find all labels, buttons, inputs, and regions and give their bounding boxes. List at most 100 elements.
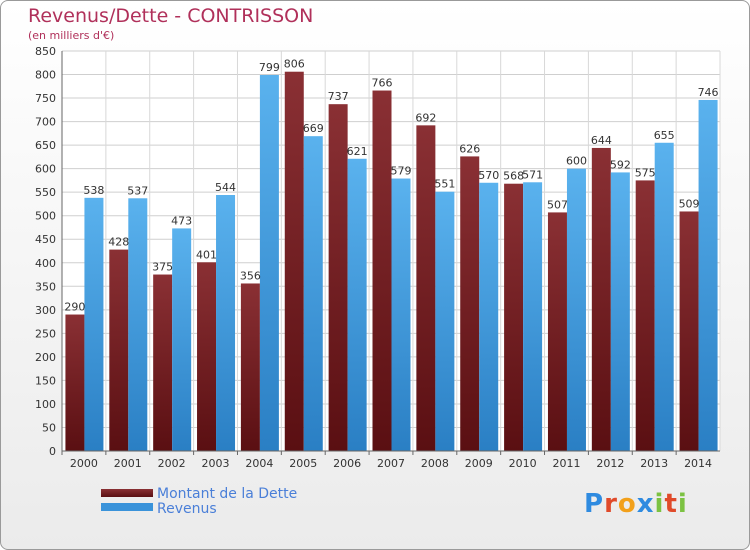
bar-revenus — [654, 142, 674, 451]
y-tick-label: 150 — [35, 374, 56, 387]
y-tick-label: 50 — [42, 421, 56, 434]
bar-dette — [284, 71, 304, 452]
data-label-revenus: 655 — [654, 129, 675, 142]
bar-dette — [416, 125, 436, 452]
data-label-revenus: 579 — [391, 165, 412, 178]
data-label-dette: 290 — [64, 301, 85, 314]
bar-dette — [460, 156, 480, 452]
data-label-revenus: 544 — [215, 181, 236, 194]
bar-revenus — [610, 172, 630, 452]
data-label-dette: 575 — [635, 166, 656, 179]
bar-dette — [547, 212, 567, 451]
bar-revenus — [128, 198, 148, 451]
data-label-revenus: 799 — [259, 61, 280, 74]
data-label-revenus: 538 — [83, 184, 104, 197]
data-label-revenus: 537 — [127, 184, 148, 197]
legend-label-revenus: Revenus — [157, 501, 217, 517]
y-tick-label: 0 — [49, 445, 56, 458]
bar-revenus — [259, 75, 279, 451]
data-label-revenus: 621 — [347, 145, 368, 158]
y-tick-label: 800 — [35, 69, 56, 82]
bar-revenus — [303, 136, 323, 452]
data-label-revenus: 473 — [171, 214, 192, 227]
y-tick-label: 100 — [35, 398, 56, 411]
bar-dette — [591, 147, 611, 452]
data-label-revenus: 746 — [698, 86, 719, 99]
bar-revenus — [84, 197, 104, 451]
y-tick-label: 750 — [35, 92, 56, 105]
data-label-dette: 568 — [503, 170, 524, 183]
y-tick-label: 350 — [35, 280, 56, 293]
bar-dette — [635, 180, 655, 452]
data-label-revenus: 570 — [478, 169, 499, 182]
y-tick-label: 700 — [35, 116, 56, 129]
data-label-dette: 737 — [328, 90, 349, 103]
chart-subtitle: (en milliers d'€) — [28, 29, 115, 42]
data-label-dette: 356 — [240, 269, 261, 282]
x-tick-label: 2005 — [289, 457, 317, 470]
proxiti-logo: Proxiti — [584, 489, 688, 519]
x-tick-label: 2000 — [70, 457, 98, 470]
y-tick-label: 450 — [35, 233, 56, 246]
data-label-dette: 428 — [108, 236, 129, 249]
data-label-dette: 509 — [679, 197, 700, 210]
data-label-dette: 401 — [196, 248, 217, 261]
data-label-revenus: 600 — [566, 155, 587, 168]
bar-dette — [240, 283, 260, 451]
data-label-dette: 644 — [591, 134, 612, 147]
legend-label-dette: Montant de la Dette — [157, 486, 298, 502]
x-tick-label: 2013 — [640, 457, 668, 470]
bar-revenus — [435, 191, 455, 452]
x-tick-label: 2007 — [377, 457, 405, 470]
x-tick-label: 2003 — [202, 457, 230, 470]
chart-title: Revenus/Dette - CONTRISSON — [28, 5, 314, 27]
legend-swatch-revenus — [101, 503, 153, 511]
data-label-revenus: 551 — [434, 178, 455, 191]
bar-dette — [372, 90, 392, 451]
bar-dette — [197, 262, 217, 451]
x-tick-label: 2012 — [596, 457, 624, 470]
data-label-revenus: 571 — [522, 168, 543, 181]
bar-dette — [328, 104, 348, 452]
bar-dette — [153, 274, 173, 451]
y-tick-label: 250 — [35, 327, 56, 340]
y-tick-label: 200 — [35, 351, 56, 364]
x-tick-label: 2002 — [158, 457, 186, 470]
x-tick-label: 2010 — [509, 457, 537, 470]
bar-revenus — [523, 182, 543, 451]
x-tick-label: 2004 — [245, 457, 273, 470]
data-label-dette: 766 — [372, 77, 393, 90]
x-tick-label: 2014 — [684, 457, 712, 470]
bar-revenus — [216, 195, 236, 451]
x-tick-label: 2008 — [421, 457, 449, 470]
bar-revenus — [172, 228, 192, 451]
data-label-dette: 626 — [459, 142, 480, 155]
y-tick-label: 550 — [35, 186, 56, 199]
data-label-revenus: 592 — [610, 158, 631, 171]
legend-swatch-dette — [101, 489, 153, 497]
y-tick-label: 650 — [35, 139, 56, 152]
bar-revenus — [479, 182, 499, 451]
y-tick-label: 850 — [35, 45, 56, 58]
data-label-dette: 507 — [547, 198, 568, 211]
data-label-revenus: 669 — [303, 122, 324, 135]
data-label-dette: 806 — [284, 58, 305, 71]
bar-dette — [109, 249, 129, 451]
data-label-dette: 692 — [415, 111, 436, 124]
data-label-dette: 375 — [152, 261, 173, 274]
bar-dette — [679, 211, 699, 451]
y-tick-label: 300 — [35, 304, 56, 317]
y-tick-label: 500 — [35, 210, 56, 223]
bar-revenus — [566, 168, 586, 451]
bar-dette — [504, 183, 524, 452]
y-tick-label: 600 — [35, 163, 56, 176]
x-tick-label: 2011 — [552, 457, 580, 470]
x-tick-label: 2009 — [465, 457, 493, 470]
x-tick-label: 2001 — [114, 457, 142, 470]
legend-swatches — [101, 489, 153, 511]
bar-dette — [65, 314, 85, 451]
bar-revenus — [347, 158, 367, 451]
y-tick-label: 400 — [35, 257, 56, 270]
